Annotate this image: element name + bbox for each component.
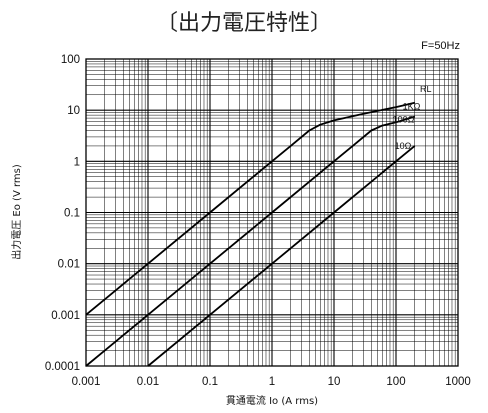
- y-tick-label: 0.01: [58, 259, 80, 271]
- y-axis-label: 出力電圧 Eo (V rms): [10, 164, 23, 260]
- series-lines: [85, 101, 416, 367]
- x-tick-labels: 0.001 0.01 0.1 1 10 100 1000: [72, 376, 471, 388]
- series-label-2: 10Ω: [395, 141, 412, 151]
- y-tick-label: 10: [67, 105, 80, 117]
- chart-title: 〔出力電圧特性〕: [156, 11, 332, 36]
- y-tick-labels: 100 10 1 0.1 0.01 0.001 0.0001: [45, 54, 80, 373]
- series-label-0: 1KΩ: [403, 102, 421, 112]
- series-label-1: 100Ω: [393, 115, 415, 125]
- series-labels: 1KΩ 100Ω 10Ω: [393, 102, 421, 151]
- y-tick-label: 0.001: [51, 310, 80, 322]
- series-line-2: [147, 145, 416, 367]
- x-tick-label: 0.1: [202, 376, 218, 388]
- x-tick-label: 100: [386, 376, 405, 388]
- y-tick-label: 0.0001: [45, 361, 80, 373]
- y-tick-label: 100: [61, 54, 80, 66]
- legend-title: RL: [420, 84, 432, 94]
- x-axis-label: 貫通電流 Io (A rms): [226, 394, 318, 407]
- x-tick-label: 1000: [445, 376, 471, 388]
- plot-frame: [85, 58, 459, 367]
- x-tick-label: 0.001: [72, 376, 101, 388]
- series-line-0: [85, 101, 415, 316]
- x-tick-label: 10: [328, 376, 341, 388]
- y-tick-label: 1: [74, 156, 80, 168]
- y-tick-label: 0.1: [64, 208, 80, 220]
- frequency-note: F=50Hz: [421, 40, 460, 52]
- x-tick-label: 0.01: [137, 376, 159, 388]
- grid-lines: [86, 59, 458, 366]
- series-line-1: [85, 115, 415, 367]
- x-tick-label: 1: [269, 376, 275, 388]
